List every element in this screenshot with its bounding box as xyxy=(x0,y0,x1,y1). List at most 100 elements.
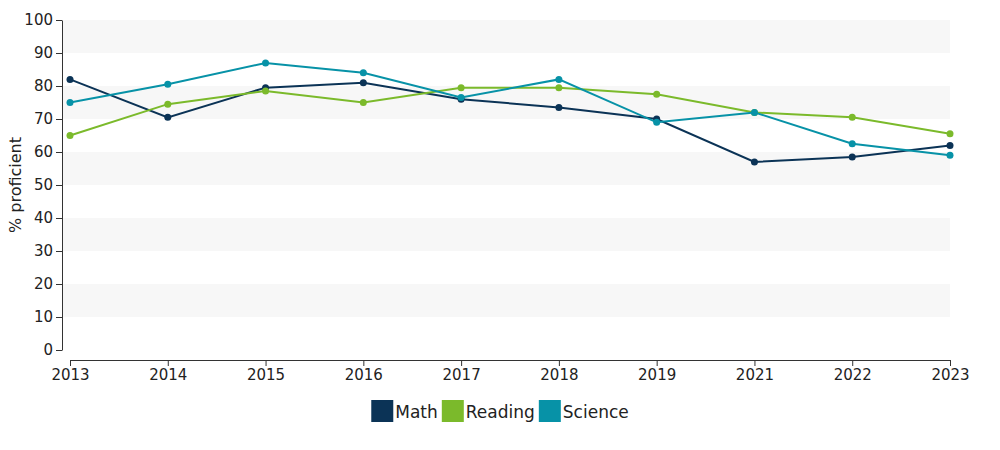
x-tick: 2022 xyxy=(834,360,872,384)
y-tick-mark xyxy=(56,119,62,120)
x-tick: 2019 xyxy=(638,360,676,384)
x-tick-label: 2023 xyxy=(931,366,969,384)
y-tick-label: 30 xyxy=(34,242,53,260)
legend-item: Math xyxy=(371,400,438,422)
y-tick-label: 0 xyxy=(43,341,53,359)
y-tick: 60 xyxy=(34,143,62,161)
y-tick-label: 10 xyxy=(34,308,53,326)
y-tick-mark xyxy=(56,350,62,351)
y-tick-mark xyxy=(56,53,62,54)
y-axis-line xyxy=(62,21,63,351)
x-tick-label: 2017 xyxy=(443,366,481,384)
x-tick: 2016 xyxy=(345,360,383,384)
x-tick-label: 2018 xyxy=(540,366,578,384)
marker xyxy=(849,114,856,121)
x-tick: 2021 xyxy=(736,360,774,384)
marker xyxy=(458,94,465,101)
x-tick: 2018 xyxy=(540,360,578,384)
y-tick: 90 xyxy=(34,44,62,62)
y-tick-mark xyxy=(56,86,62,87)
y-tick-mark xyxy=(56,185,62,186)
grid-band xyxy=(62,284,950,317)
x-tick-label: 2014 xyxy=(149,366,187,384)
series-line xyxy=(70,63,950,155)
y-tick-mark xyxy=(56,251,62,252)
legend: Math Reading Science xyxy=(371,400,628,422)
y-tick-mark xyxy=(56,284,62,285)
grid-band xyxy=(62,152,950,185)
marker xyxy=(555,76,562,83)
y-tick: 70 xyxy=(34,110,62,128)
marker xyxy=(751,158,758,165)
marker xyxy=(360,69,367,76)
y-tick: 100 xyxy=(24,11,62,29)
legend-label: Science xyxy=(563,402,629,422)
x-tick: 2017 xyxy=(443,360,481,384)
series xyxy=(67,84,954,139)
marker xyxy=(360,99,367,106)
y-tick: 10 xyxy=(34,308,62,326)
marker xyxy=(164,114,171,121)
y-tick: 20 xyxy=(34,275,62,293)
y-tick-mark xyxy=(56,152,62,153)
x-tick-label: 2019 xyxy=(638,366,676,384)
marker xyxy=(164,101,171,108)
x-tick-label: 2016 xyxy=(345,366,383,384)
legend-item: Reading xyxy=(442,400,535,422)
legend-item: Science xyxy=(539,400,629,422)
y-tick-mark xyxy=(56,218,62,219)
y-tick-label: 60 xyxy=(34,143,53,161)
y-tick-label: 100 xyxy=(24,11,53,29)
y-tick: 80 xyxy=(34,77,62,95)
x-tick-label: 2022 xyxy=(834,366,872,384)
y-tick: 0 xyxy=(43,341,62,359)
grid-band xyxy=(62,218,950,251)
x-tick-label: 2021 xyxy=(736,366,774,384)
marker xyxy=(849,153,856,160)
y-tick-label: 50 xyxy=(34,176,53,194)
series-line xyxy=(70,79,950,161)
y-axis-title: % proficient xyxy=(6,137,25,233)
legend-label: Math xyxy=(395,402,438,422)
marker xyxy=(751,109,758,116)
x-axis: 2013 2014 2015 2016 2017 2018 2019 2021 2022 2023 xyxy=(51,360,969,384)
x-axis-line xyxy=(71,360,951,361)
marker xyxy=(849,140,856,147)
x-tick: 2014 xyxy=(149,360,187,384)
y-tick: 30 xyxy=(34,242,62,260)
marker xyxy=(67,132,74,139)
x-tick-label: 2013 xyxy=(51,366,89,384)
legend-swatch xyxy=(539,400,561,422)
marker xyxy=(947,152,954,159)
marker xyxy=(653,91,660,98)
y-tick-mark xyxy=(56,317,62,318)
grid xyxy=(62,20,950,317)
legend-label: Reading xyxy=(466,402,535,422)
series-line xyxy=(70,88,950,136)
x-tick: 2013 xyxy=(51,360,89,384)
y-tick-label: 70 xyxy=(34,110,53,128)
marker xyxy=(458,84,465,91)
x-tick-label: 2015 xyxy=(247,366,285,384)
marker xyxy=(555,104,562,111)
x-tick: 2023 xyxy=(931,360,969,384)
y-tick: 40 xyxy=(34,209,62,227)
series xyxy=(67,59,954,158)
marker xyxy=(947,142,954,149)
marker xyxy=(653,119,660,126)
y-tick-label: 40 xyxy=(34,209,53,227)
chart: 0102030405060708090100201320142015201620… xyxy=(0,0,1000,450)
marker xyxy=(67,76,74,83)
y-tick: 50 xyxy=(34,176,62,194)
legend-swatch xyxy=(442,400,464,422)
marker xyxy=(751,109,758,116)
marker xyxy=(262,59,269,66)
marker xyxy=(262,87,269,94)
marker xyxy=(360,79,367,86)
grid-band xyxy=(62,20,950,53)
y-tick-label: 90 xyxy=(34,44,53,62)
y-tick-label: 80 xyxy=(34,77,53,95)
marker xyxy=(947,130,954,137)
marker xyxy=(164,81,171,88)
y-tick-mark xyxy=(56,20,62,21)
